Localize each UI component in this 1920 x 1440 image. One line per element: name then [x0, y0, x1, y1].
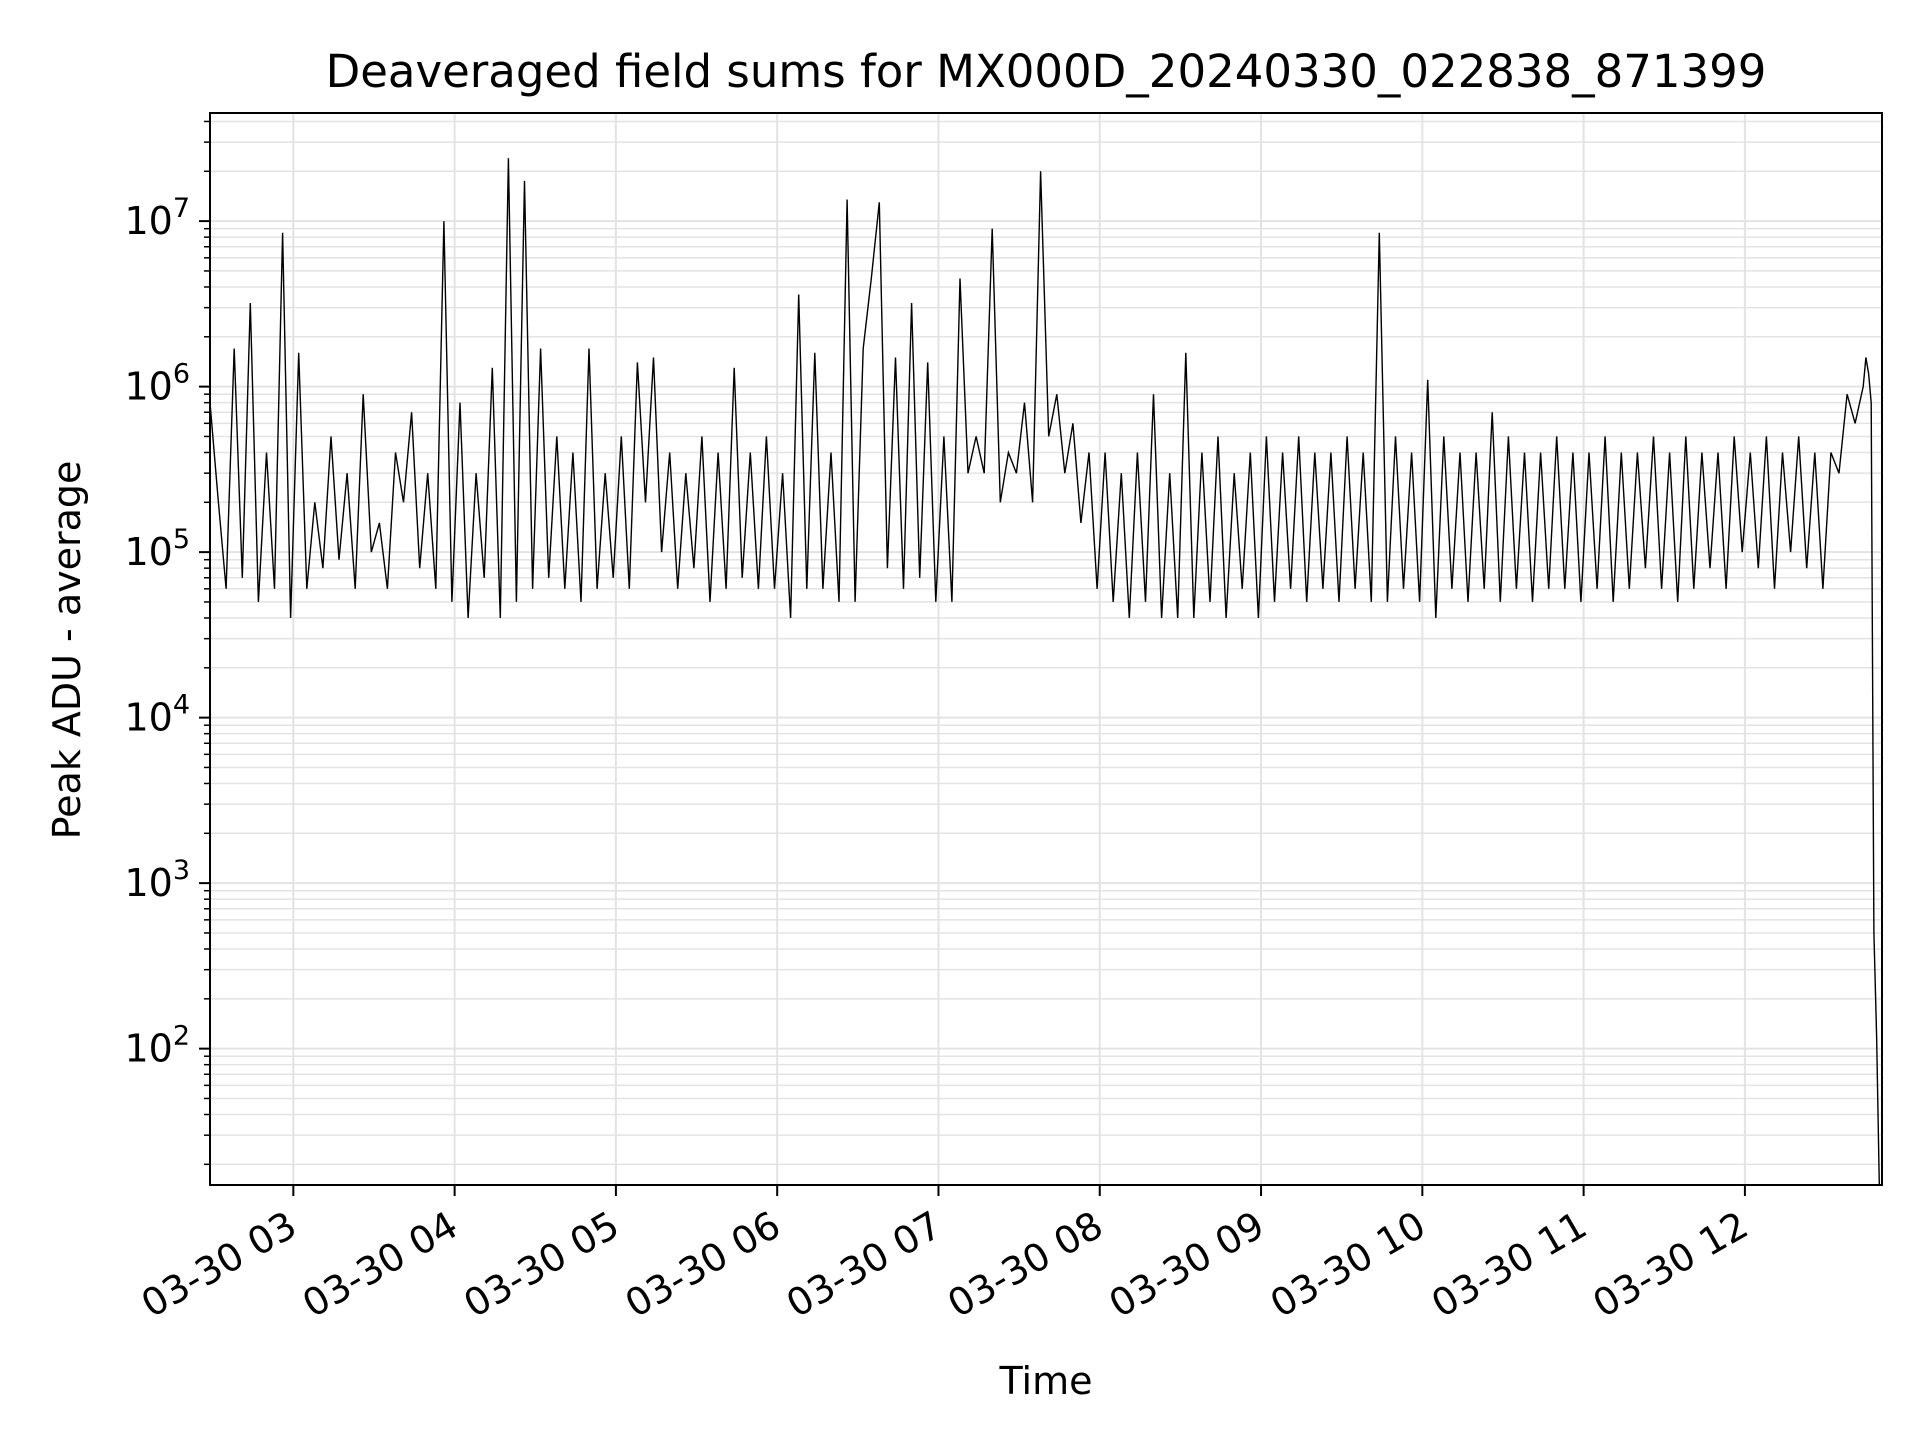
y-tick-label: 105 [124, 524, 190, 574]
series-line [209, 158, 1880, 1186]
y-tick-label: 102 [124, 1021, 190, 1071]
grid [210, 113, 1882, 1185]
y-tick-label: 106 [124, 359, 190, 409]
y-tick-label: 104 [124, 690, 190, 740]
y-axis-label: Peak ADU - average [45, 461, 89, 840]
y-tick-label: 103 [124, 855, 190, 905]
plot-frame [209, 112, 1883, 1186]
plot-area [209, 158, 1880, 1186]
y-tick-label: 107 [124, 193, 190, 243]
chart-title: Deaveraged field sums for MX000D_2024033… [326, 45, 1767, 98]
x-axis-label: Time [999, 1359, 1093, 1403]
